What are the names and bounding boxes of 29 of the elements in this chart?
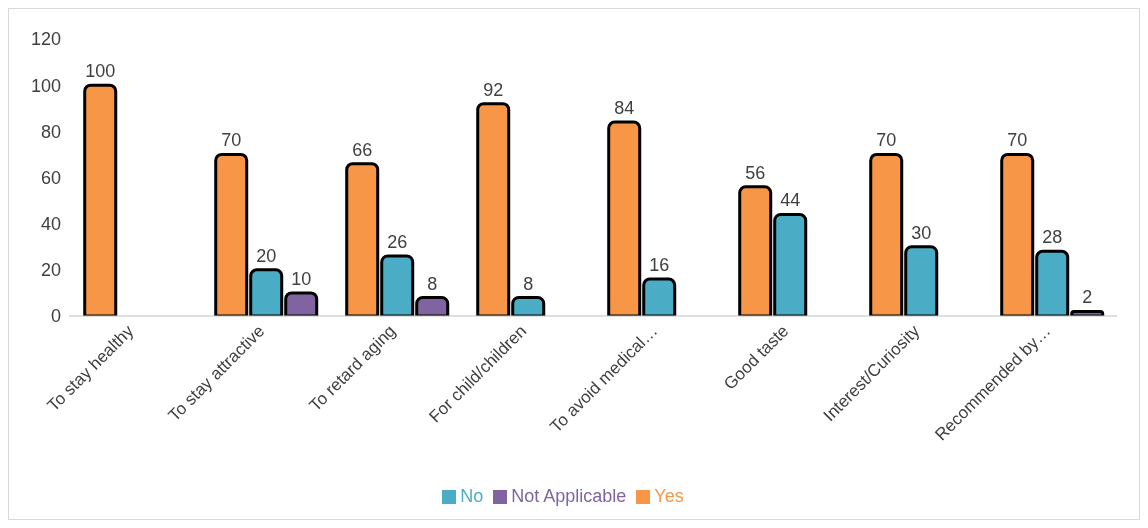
data-label: 92 bbox=[483, 79, 504, 100]
y-tick-label: 80 bbox=[40, 121, 61, 142]
data-label: 10 bbox=[291, 268, 312, 289]
data-label: 30 bbox=[911, 222, 932, 243]
data-label: 8 bbox=[523, 273, 534, 294]
bar bbox=[83, 83, 118, 316]
y-tick-label: 100 bbox=[30, 75, 61, 96]
legend-label: Yes bbox=[654, 486, 684, 506]
data-label: 44 bbox=[780, 190, 801, 211]
data-label: 70 bbox=[1007, 130, 1028, 151]
legend-label: No bbox=[460, 486, 484, 506]
data-label: 16 bbox=[649, 255, 670, 276]
data-label: 100 bbox=[85, 61, 116, 82]
data-label: 8 bbox=[427, 273, 438, 294]
data-label: 70 bbox=[876, 130, 897, 151]
y-tick-label: 120 bbox=[30, 29, 61, 50]
data-label: 66 bbox=[352, 139, 373, 160]
y-tick-label: 20 bbox=[40, 260, 61, 281]
y-tick-label: 60 bbox=[40, 167, 61, 188]
y-tick-label: 40 bbox=[40, 214, 61, 235]
data-label: 20 bbox=[256, 245, 277, 266]
data-label: 2 bbox=[1082, 287, 1093, 308]
data-label: 26 bbox=[387, 231, 408, 252]
y-tick-label: 0 bbox=[50, 306, 61, 327]
data-label: 70 bbox=[221, 130, 242, 151]
legend-label: Not Applicable bbox=[511, 486, 627, 506]
data-label: 56 bbox=[745, 162, 766, 183]
data-label: 84 bbox=[614, 98, 635, 119]
data-label: 28 bbox=[1042, 227, 1063, 248]
